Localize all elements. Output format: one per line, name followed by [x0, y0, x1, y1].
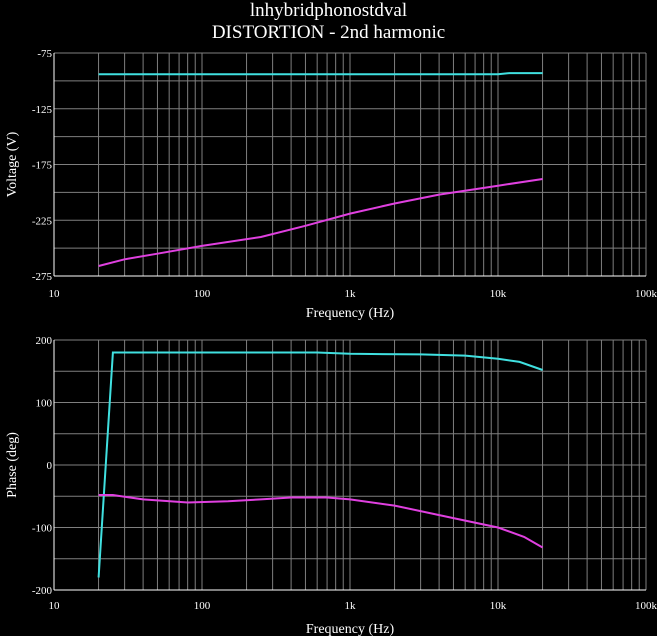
chart-1: 10 100 1k 10k 100k -75 -125 -175 -225 -275 Frequen…	[5, 48, 657, 321]
y-tick-label: -275	[32, 271, 53, 283]
series-line-1	[97, 351, 543, 578]
y-tick-label: -175	[32, 160, 53, 172]
series-line-2	[98, 178, 543, 267]
x-tick-label: 10	[49, 600, 61, 612]
chart-2: 10 100 1k 10k 100k 200 100 0 -100 -200 Frequency (…	[5, 335, 657, 636]
y-axis-label: Phase (deg)	[5, 432, 20, 498]
x-tick-label: 100	[194, 288, 211, 300]
x-tick-label: 100k	[635, 600, 657, 612]
y-tick-label: -100	[32, 523, 53, 535]
y-tick-label: -225	[32, 215, 53, 227]
y-tick-label: -200	[32, 585, 53, 597]
x-tick-label: 10	[49, 288, 61, 300]
y-axis-label: Voltage (V)	[5, 131, 20, 197]
y-tick-label: 0	[47, 460, 53, 472]
y-tick-label: 200	[36, 335, 53, 347]
y-tick-label: 100	[36, 398, 53, 410]
x-tick-label: 10k	[490, 288, 507, 300]
x-axis-label: Frequency (Hz)	[306, 622, 395, 636]
series-line-2	[98, 494, 544, 549]
y-tick-label: -125	[32, 104, 53, 116]
y-tick-label: -75	[37, 48, 52, 60]
series-line-1	[98, 72, 543, 76]
x-tick-label: 1k	[345, 600, 357, 612]
x-tick-label: 100k	[635, 288, 657, 300]
x-tick-label: 1k	[345, 288, 357, 300]
x-axis-label: Frequency (Hz)	[306, 306, 395, 321]
chart-title: lnhybridphonostdval	[249, 0, 408, 21]
x-tick-label: 10k	[490, 600, 507, 612]
x-tick-label: 100	[194, 600, 211, 612]
chart-subtitle: DISTORTION - 2nd harmonic	[211, 22, 446, 43]
